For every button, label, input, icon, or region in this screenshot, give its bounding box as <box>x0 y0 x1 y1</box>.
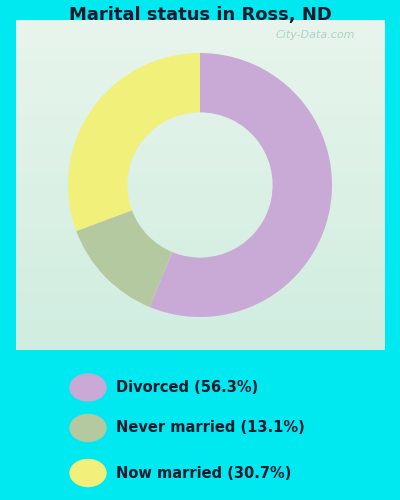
Wedge shape <box>68 53 200 231</box>
Wedge shape <box>150 53 332 317</box>
Text: Never married (13.1%): Never married (13.1%) <box>116 420 305 436</box>
Text: City-Data.com: City-Data.com <box>276 30 355 40</box>
Text: Divorced (56.3%): Divorced (56.3%) <box>116 380 258 395</box>
Text: Marital status in Ross, ND: Marital status in Ross, ND <box>68 6 332 24</box>
Ellipse shape <box>70 374 106 401</box>
Text: Now married (30.7%): Now married (30.7%) <box>116 466 291 480</box>
Wedge shape <box>76 210 172 307</box>
Ellipse shape <box>70 414 106 442</box>
Ellipse shape <box>70 460 106 486</box>
